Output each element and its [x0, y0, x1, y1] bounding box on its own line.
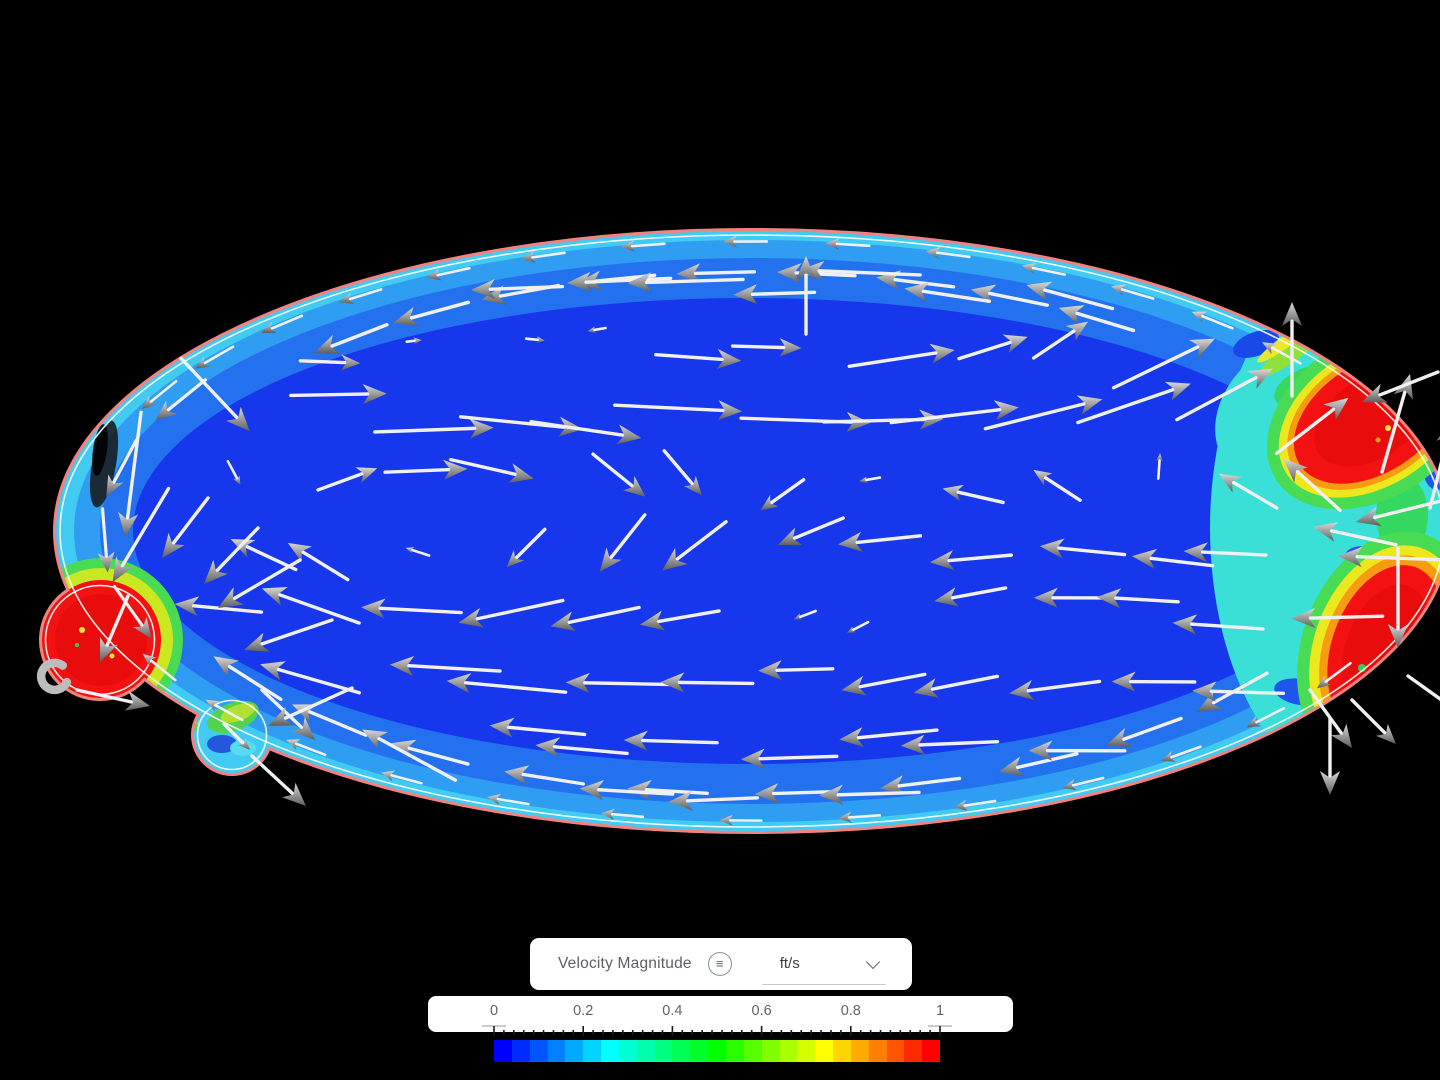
scale-tick-label: 0.4	[662, 1003, 683, 1019]
tick-mark	[552, 1030, 555, 1035]
tick-mark	[532, 1030, 535, 1035]
tick-mark	[651, 1030, 654, 1035]
tick-mark	[810, 1030, 812, 1035]
colorbar-cell	[511, 1040, 530, 1062]
tick-mark	[612, 1030, 614, 1035]
tick-mark	[661, 1030, 664, 1035]
rotate-cursor-icon	[36, 658, 72, 695]
scale-tick-label: 0.8	[840, 1003, 861, 1019]
colorbar-cell	[565, 1040, 584, 1062]
colorbar-cell	[547, 1040, 566, 1062]
tick-mark	[879, 1030, 882, 1035]
tick-mark	[939, 1026, 941, 1036]
tick-mark	[721, 1030, 723, 1035]
colorbar-cell	[833, 1040, 851, 1062]
colorbar-cell	[529, 1040, 548, 1062]
tick-mark	[503, 1030, 505, 1035]
tick-mark	[671, 1026, 674, 1036]
colorbar-cell	[494, 1040, 512, 1062]
tick-mark	[592, 1030, 594, 1035]
tick-mark	[631, 1030, 634, 1035]
colorbar-cell	[743, 1040, 762, 1062]
tick-mark	[711, 1030, 713, 1035]
tick-mark	[820, 1030, 822, 1035]
unit-value: ft/s	[779, 955, 800, 972]
colorbar-cell	[583, 1040, 602, 1062]
chevron-down-icon	[865, 954, 880, 969]
tick-mark	[542, 1030, 545, 1035]
field-legend-card: Velocity Magnitude ≡ ft/s	[530, 938, 912, 990]
tick-mark	[681, 1030, 684, 1035]
colorbar-cell	[690, 1040, 709, 1062]
tick-mark	[602, 1030, 604, 1035]
tick-mark	[731, 1030, 733, 1035]
scale-min-input[interactable]: 0	[489, 1003, 499, 1019]
tick-mark	[869, 1030, 872, 1035]
colorbar-cell	[725, 1040, 744, 1062]
tick-mark	[622, 1030, 624, 1035]
colorbar-cell	[850, 1040, 869, 1062]
tick-mark	[641, 1030, 644, 1035]
tick-mark	[562, 1030, 565, 1035]
tick-mark	[760, 1026, 763, 1036]
colorbar-gradient	[494, 1040, 941, 1062]
tick-mark	[850, 1026, 852, 1036]
colorbar-cell	[868, 1040, 887, 1062]
tick-mark	[889, 1030, 892, 1035]
tick-mark	[770, 1030, 773, 1035]
tick-mark	[830, 1030, 832, 1035]
tick-mark	[800, 1030, 803, 1035]
scale-max-input[interactable]: 1	[935, 1003, 945, 1019]
legend-options-button[interactable]: ≡	[707, 952, 732, 976]
tick-mark	[780, 1030, 783, 1035]
tick-mark	[899, 1030, 902, 1035]
scale-tick-label: 0.2	[573, 1003, 594, 1019]
colorbar-cell	[904, 1040, 923, 1062]
velocity-vector-glyphs	[75, 235, 1440, 827]
tick-mark	[859, 1030, 862, 1035]
colorbar-cell	[779, 1040, 798, 1062]
tick-mark	[750, 1030, 753, 1035]
colorbar-cell	[618, 1040, 637, 1062]
tick-mark	[840, 1030, 842, 1035]
tick-mark	[740, 1030, 743, 1035]
scale-tick-label: 0.6	[751, 1003, 772, 1019]
tick-mark	[691, 1030, 694, 1035]
colorbar-cell	[922, 1040, 941, 1062]
colorbar-scale-card: 0 0.2 0.4 0.6 0.8 1	[428, 996, 1013, 1032]
field-name-label: Velocity Magnitude	[558, 955, 692, 972]
colorbar-cell	[797, 1040, 816, 1062]
colorbar-cell	[672, 1040, 691, 1062]
unit-select[interactable]: ft/s	[761, 944, 886, 985]
colorbar-cell	[815, 1040, 834, 1062]
tick-mark	[919, 1030, 921, 1035]
tick-mark	[582, 1026, 584, 1036]
tick-mark	[701, 1030, 703, 1035]
tick-mark	[790, 1030, 793, 1035]
hamburger-circle-icon: ≡	[715, 956, 724, 971]
colorbar-cell	[886, 1040, 905, 1062]
tick-mark	[572, 1030, 575, 1035]
tick-mark	[493, 1026, 495, 1036]
tick-mark	[929, 1030, 931, 1035]
colorbar-ticks	[493, 1026, 941, 1036]
colorbar-cell	[708, 1040, 726, 1062]
colorbar-cell	[636, 1040, 655, 1062]
tick-mark	[909, 1030, 912, 1035]
colorbar-cell	[654, 1040, 673, 1062]
tick-mark	[522, 1030, 525, 1035]
colorbar-cell	[601, 1040, 619, 1062]
tick-mark	[513, 1030, 515, 1035]
colorbar-cell	[761, 1040, 780, 1062]
